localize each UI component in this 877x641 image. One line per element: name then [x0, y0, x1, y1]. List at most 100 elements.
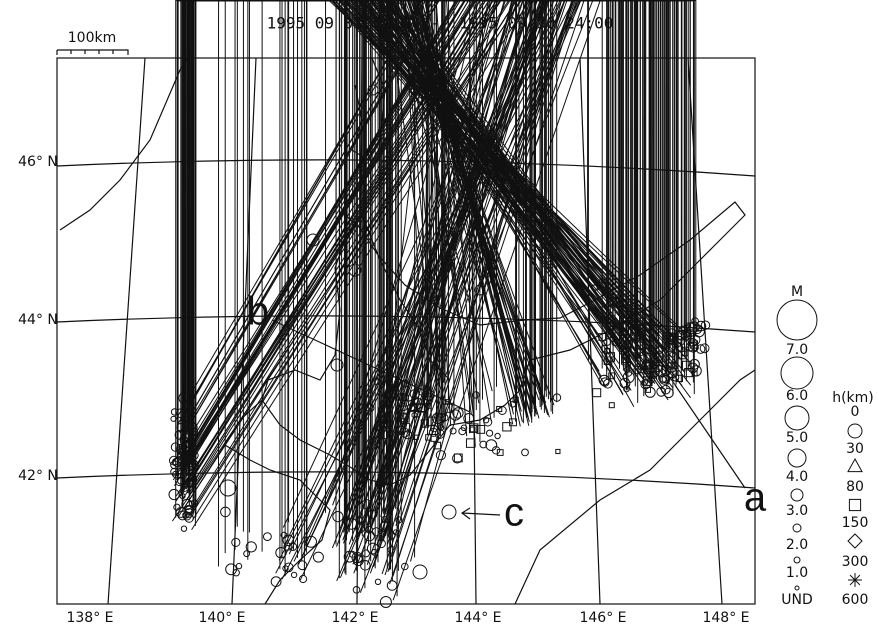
epicenter-circle: [184, 508, 194, 518]
legend-magnitude-symbol: [794, 585, 800, 591]
epicenter-circle: [172, 458, 180, 466]
epicenter-square: [413, 434, 419, 440]
epicenter-square: [592, 388, 602, 398]
epicenter-circle: [275, 547, 287, 559]
epicenter-circle: [362, 549, 370, 558]
epicenter-circle: [282, 534, 295, 547]
epicenter-square: [681, 360, 692, 371]
epicenter-circle: [332, 510, 344, 523]
parallel: [56, 159, 756, 177]
epicenter-circle: [180, 442, 188, 449]
epicenter-square: [600, 316, 608, 324]
legend-magnitude-symbol: [790, 488, 804, 502]
epicenter-circle: [494, 432, 501, 440]
epicenter-square: [624, 342, 631, 349]
epicenter-square: [603, 356, 613, 365]
latitude-label: 42° N: [18, 468, 58, 484]
longitude-label: 142° E: [331, 610, 378, 626]
epicenter-square: [684, 368, 694, 378]
epicenter-circle: [371, 548, 379, 556]
annotation: a: [744, 476, 767, 520]
annotation: c: [504, 491, 524, 535]
epicenter-circle: [366, 542, 379, 555]
epicenter-square: [605, 321, 615, 331]
annotation-line: [271, 319, 471, 413]
legend-magnitude-symbol: [793, 556, 801, 564]
epicenter-circle: [412, 564, 428, 580]
epicenter-square: [395, 426, 404, 435]
legend-magnitude-label: 3.0: [786, 503, 808, 519]
epicenter-square: [675, 374, 684, 383]
epicenter-circle: [330, 358, 344, 372]
legend-title: M: [791, 284, 803, 300]
epicenter-asterisk: [848, 573, 862, 587]
legend-magnitude-symbol: [787, 448, 807, 468]
epicenter-circle: [263, 532, 272, 541]
epicenter-circle: [411, 396, 420, 404]
epicenter-circle: [452, 407, 464, 419]
epicenter-circle: [178, 391, 192, 405]
epicenter-circle: [367, 84, 379, 96]
epicenter-circle: [440, 413, 449, 422]
epicenter-circle: [663, 387, 674, 399]
epicenter-circle: [667, 328, 677, 338]
epicenter-circle: [521, 448, 529, 457]
epicenter-circle: [374, 578, 382, 585]
epicenter-circle: [290, 571, 298, 579]
epicenter-circle: [232, 569, 240, 577]
epicenter-circle: [460, 424, 468, 432]
epicenter-circle: [355, 516, 363, 524]
epicenter-circle: [695, 320, 707, 332]
epicenter-circle: [177, 455, 186, 464]
epicenter-triangle: [847, 457, 863, 473]
epicenter-circle: [700, 320, 711, 330]
epicenter-circle: [283, 562, 294, 573]
epicenter-square: [410, 403, 418, 412]
legend-depth-label: 600: [842, 592, 869, 608]
epicenter-circle: [353, 555, 364, 567]
scale-bar: [56, 49, 129, 55]
epicenter-circle: [695, 344, 706, 354]
epicenter-diamond: [847, 533, 863, 549]
epicenter-square: [597, 281, 607, 291]
epicenter-circle: [661, 375, 670, 384]
longitude-label: 138° E: [66, 610, 113, 626]
epicenter-square: [425, 403, 432, 409]
legend-magnitude-label: 4.0: [786, 469, 808, 485]
epicenter-circle: [847, 423, 863, 439]
epicenter-square: [430, 433, 439, 442]
epicenter-circle: [306, 233, 320, 247]
epicenter-circle: [243, 550, 251, 558]
epicenter-square: [420, 419, 430, 428]
epicenter-circle: [282, 565, 289, 572]
epicenter-square: [598, 333, 607, 341]
epicenter-circle: [674, 335, 685, 347]
legend-magnitude-symbol: [792, 523, 802, 533]
epicenter-circle: [474, 284, 486, 296]
longitude-label: 140° E: [198, 610, 245, 626]
legend-magnitude-label: 1.0: [786, 565, 808, 581]
epicenter-circle: [688, 341, 699, 353]
epicenter-square: [555, 448, 561, 455]
epicenter-circle: [399, 402, 408, 412]
epicenter-circle: [485, 439, 498, 452]
epicenter-square: [383, 395, 391, 403]
epicenter-circle: [312, 551, 324, 563]
epicenter-circle: [184, 504, 195, 515]
legend-magnitude-label: 5.0: [786, 430, 808, 446]
epicenter-circle: [633, 365, 642, 375]
epicenter-circle: [219, 479, 237, 497]
legend-magnitude-label: 7.0: [786, 342, 808, 358]
epicenter-circle: [676, 329, 687, 341]
epicenter-circle: [664, 340, 676, 352]
epicenter-square: [400, 418, 407, 425]
epicenter-circle: [472, 391, 480, 399]
epicenter-circle: [428, 427, 439, 437]
legend-magnitude-symbol: [784, 405, 810, 431]
epicenter-square: [443, 403, 453, 413]
epicenter-square: [616, 300, 624, 308]
epicenter-circle: [381, 430, 390, 440]
epicenter-circle: [352, 586, 361, 594]
annotation-line: [674, 384, 746, 489]
